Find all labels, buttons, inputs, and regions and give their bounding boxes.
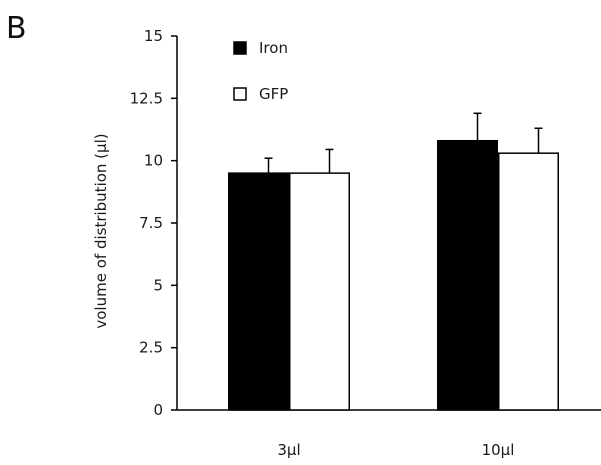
y-ticks: 0 2.5 5 7.5 10 12.5 15 [130,27,177,419]
y-tick-label: 7.5 [139,214,163,232]
panel-label: B [6,11,27,46]
legend-swatch-gfp [233,87,247,101]
bar-iron [437,139,498,411]
x-category-label: 10µl [482,441,515,459]
x-axis: 3µl 10µl [177,409,601,459]
error-bars [264,112,543,174]
legend-label-gfp: GFP [259,85,288,103]
y-tick-label: 0 [153,401,163,419]
x-category-labels: 3µl 10µl [277,441,514,459]
y-axis-title: volume of distribution (µl) [92,133,110,328]
bar-iron [228,172,289,411]
bars [228,139,559,411]
y-tick-label: 10 [144,152,163,170]
bar-gfp [289,172,350,411]
y-tick-label: 12.5 [130,89,163,107]
legend-label-iron: Iron [259,39,288,57]
bar-gfp [498,152,559,411]
y-tick-label: 15 [144,27,163,45]
y-tick-label: 2.5 [139,339,163,357]
y-axis: 0 2.5 5 7.5 10 12.5 15 [130,27,178,419]
x-category-label: 3µl [277,441,300,459]
legend: Iron GFP [233,39,288,103]
y-tick-label: 5 [153,276,163,294]
legend-swatch-iron [233,41,247,55]
